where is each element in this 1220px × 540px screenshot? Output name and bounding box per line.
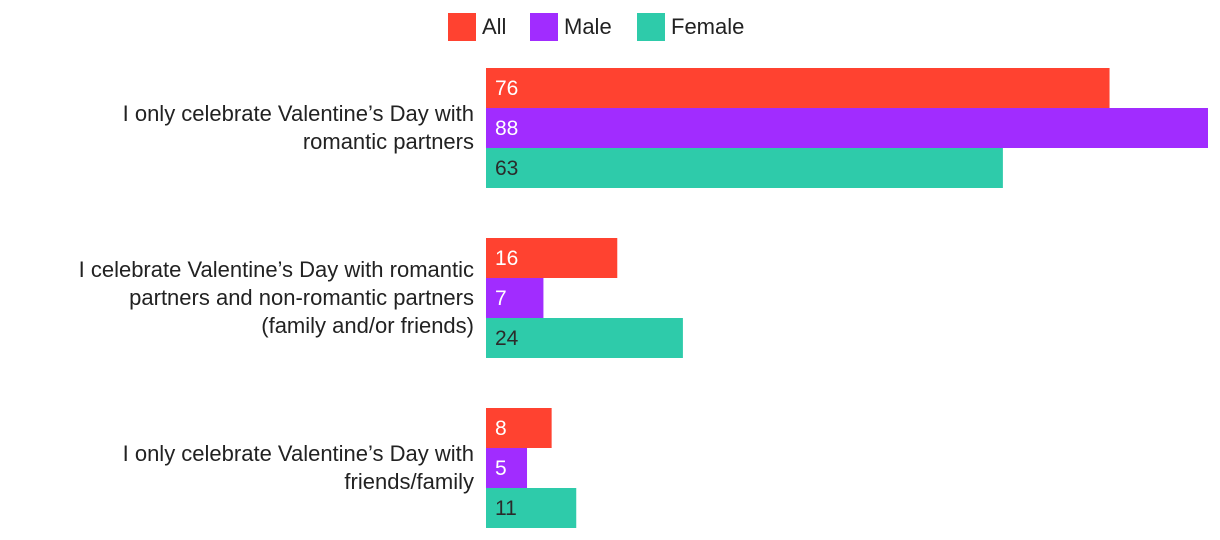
bar-female-3 [486,488,577,528]
category-labels: I only celebrate Valentine’s Day with rom… [79,101,474,494]
bar-all-2 [486,238,618,278]
category-label-line: friends/family [344,469,474,494]
category-label-2: I celebrate Valentine’s Day with romanti… [79,257,474,338]
legend: All Male Female [448,13,744,41]
bar-female-1 [486,148,1003,188]
legend-swatch-all [448,13,476,41]
legend-swatch-female [637,13,665,41]
value-label-male-3: 5 [495,457,507,480]
value-label-all-2: 16 [495,247,518,270]
category-label-3: I only celebrate Valentine’s Day with fri… [123,441,474,494]
value-label-male-2: 7 [495,287,507,310]
value-label-all-3: 8 [495,417,507,440]
legend-label-all: All [482,14,506,39]
category-label-line: I celebrate Valentine’s Day with romanti… [79,257,474,282]
value-label-female-2: 24 [495,327,519,350]
bar-male-2 [486,278,544,318]
category-label-line: I only celebrate Valentine’s Day with [123,101,474,126]
category-label-line: romantic partners [303,129,474,154]
category-label-line: I only celebrate Valentine’s Day with [123,441,474,466]
value-label-female-1: 63 [495,157,518,180]
legend-label-female: Female [671,14,744,39]
bar-female-2 [486,318,683,358]
category-label-line: (family and/or friends) [261,313,474,338]
value-label-female-3: 11 [495,497,517,520]
value-label-male-1: 88 [495,117,518,140]
legend-label-male: Male [564,14,612,39]
bar-all-1 [486,68,1110,108]
bars: 76 88 63 16 7 24 8 5 11 [486,68,1208,528]
value-label-all-1: 76 [495,77,518,100]
legend-swatch-male [530,13,558,41]
bar-male-1 [486,108,1208,148]
bar-male-3 [486,448,528,488]
category-label-1: I only celebrate Valentine’s Day with rom… [123,101,474,154]
category-label-line: partners and non-romantic partners [129,285,474,310]
bar-all-3 [486,408,552,448]
